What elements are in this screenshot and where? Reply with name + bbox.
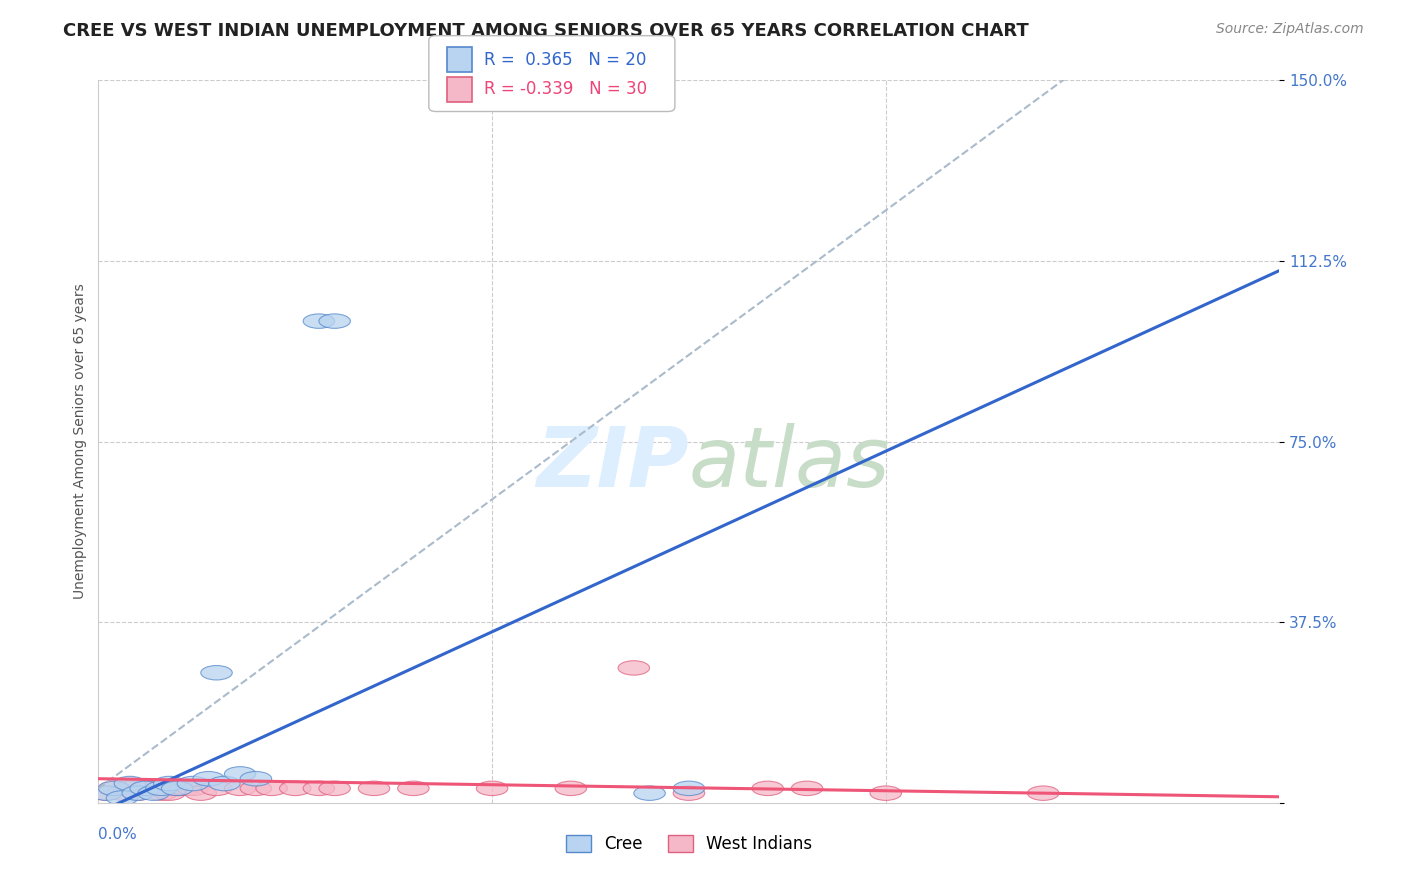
Ellipse shape (98, 781, 129, 796)
Text: Source: ZipAtlas.com: Source: ZipAtlas.com (1216, 22, 1364, 37)
Text: R = -0.339   N = 30: R = -0.339 N = 30 (484, 80, 647, 98)
Text: 0.0%: 0.0% (98, 827, 138, 842)
Ellipse shape (280, 781, 311, 796)
Ellipse shape (256, 781, 287, 796)
Ellipse shape (319, 314, 350, 328)
Y-axis label: Unemployment Among Seniors over 65 years: Unemployment Among Seniors over 65 years (73, 284, 87, 599)
Ellipse shape (1028, 786, 1059, 800)
Ellipse shape (153, 776, 186, 791)
Ellipse shape (201, 781, 232, 796)
Ellipse shape (162, 781, 193, 796)
Ellipse shape (129, 781, 162, 796)
Ellipse shape (90, 786, 122, 800)
Ellipse shape (107, 791, 138, 805)
Ellipse shape (870, 786, 901, 800)
Ellipse shape (619, 661, 650, 675)
Ellipse shape (359, 781, 389, 796)
Ellipse shape (792, 781, 823, 796)
Ellipse shape (477, 781, 508, 796)
Ellipse shape (319, 781, 350, 796)
Text: ZIP: ZIP (536, 423, 689, 504)
Ellipse shape (304, 314, 335, 328)
Ellipse shape (114, 776, 146, 791)
Ellipse shape (146, 781, 177, 796)
Ellipse shape (162, 781, 193, 796)
Ellipse shape (107, 786, 138, 800)
Ellipse shape (193, 772, 225, 786)
Text: atlas: atlas (689, 423, 890, 504)
Ellipse shape (169, 781, 201, 796)
Ellipse shape (752, 781, 783, 796)
Ellipse shape (129, 781, 162, 796)
Ellipse shape (122, 786, 153, 800)
Ellipse shape (186, 786, 217, 800)
Ellipse shape (673, 786, 704, 800)
Ellipse shape (634, 786, 665, 800)
Ellipse shape (146, 786, 177, 800)
Ellipse shape (177, 776, 208, 791)
Ellipse shape (555, 781, 586, 796)
Ellipse shape (177, 781, 208, 796)
Ellipse shape (153, 786, 186, 800)
Ellipse shape (138, 781, 169, 796)
Ellipse shape (225, 781, 256, 796)
Ellipse shape (673, 781, 704, 796)
Ellipse shape (208, 776, 240, 791)
Legend: Cree, West Indians: Cree, West Indians (560, 828, 818, 860)
Ellipse shape (304, 781, 335, 796)
Ellipse shape (240, 781, 271, 796)
Text: CREE VS WEST INDIAN UNEMPLOYMENT AMONG SENIORS OVER 65 YEARS CORRELATION CHART: CREE VS WEST INDIAN UNEMPLOYMENT AMONG S… (63, 22, 1029, 40)
Ellipse shape (225, 767, 256, 781)
Ellipse shape (240, 772, 271, 786)
Text: R =  0.365   N = 20: R = 0.365 N = 20 (484, 51, 645, 69)
Ellipse shape (90, 786, 122, 800)
Ellipse shape (98, 781, 129, 796)
Ellipse shape (138, 786, 169, 800)
Ellipse shape (201, 665, 232, 680)
Ellipse shape (114, 781, 146, 796)
Ellipse shape (122, 786, 153, 800)
Ellipse shape (398, 781, 429, 796)
